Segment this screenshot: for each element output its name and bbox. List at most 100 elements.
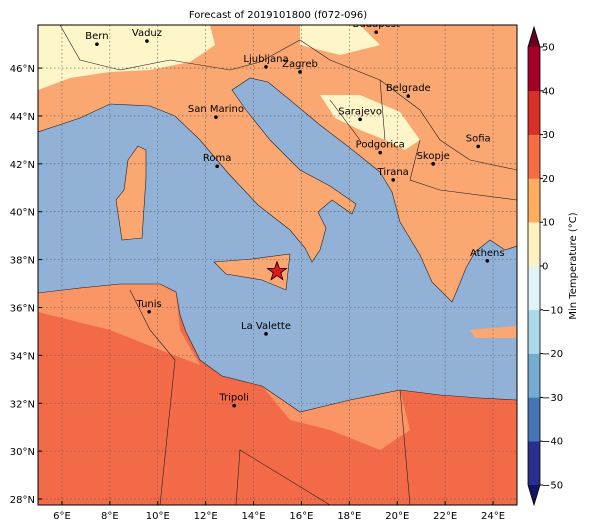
borders — [59, 25, 517, 505]
colorbar-tick-label: 10 — [542, 218, 555, 229]
city-label: Ljubljana — [243, 54, 288, 65]
coastline-africa — [38, 283, 517, 413]
y-tick-label: 38°N — [10, 256, 35, 267]
city-label: San Marino — [188, 104, 244, 115]
x-tick-label: 14°E — [242, 511, 266, 522]
city-label: Sarajevo — [338, 106, 382, 117]
colorbar-label: Min Temperature (°C) — [568, 212, 579, 319]
warm-zone-north — [300, 25, 380, 55]
city-label: Budapest — [353, 19, 400, 30]
map-title: Forecast of 2019101800 (f072-096) — [189, 10, 367, 21]
city-dot — [298, 70, 302, 74]
colorbar-band — [528, 353, 540, 398]
city-dot — [264, 332, 268, 336]
colorbar-tick-label: −50 — [542, 481, 563, 492]
city-dot — [147, 310, 151, 314]
corsica-sardinia — [116, 146, 146, 240]
crete — [470, 326, 517, 338]
city-label: Sofia — [466, 133, 491, 144]
x-tick-label: 12°E — [194, 511, 218, 522]
africa-coast-east — [262, 386, 410, 450]
x-tick-label: 6°E — [53, 511, 71, 522]
y-tick-label: 30°N — [10, 447, 35, 458]
x-tick-label: 8°E — [101, 511, 119, 522]
y-tick-label: 28°N — [10, 495, 35, 506]
city-dot — [214, 115, 218, 119]
city-label: Belgrade — [386, 83, 431, 94]
y-tick-label: 40°N — [10, 208, 35, 219]
island-coasts — [115, 145, 291, 291]
x-tick-label: 10°E — [146, 511, 170, 522]
y-tick-label: 32°N — [10, 399, 35, 410]
colorbar-band — [528, 441, 540, 486]
x-tick-label: 20°E — [385, 511, 409, 522]
city-label: Tirana — [377, 167, 409, 178]
colorbar-tick-label: 20 — [542, 174, 555, 185]
colorbar-band — [528, 309, 540, 354]
colorbar-under — [528, 485, 540, 505]
city-label: Vaduz — [132, 28, 162, 39]
colorbar-tick-label: 30 — [542, 130, 555, 141]
sicily — [214, 254, 290, 290]
warm-zone-balkan — [320, 95, 420, 150]
colorbar-tick-label: 50 — [542, 43, 555, 54]
y-tick-label: 44°N — [10, 112, 35, 123]
colorbar-tick-label: −20 — [542, 349, 563, 360]
y-tick-label: 36°N — [10, 303, 35, 314]
colorbar-tick-label: −30 — [542, 393, 563, 404]
city-label: Bern — [85, 31, 108, 42]
y-tick-label: 46°N — [10, 64, 35, 75]
city-label: Skopje — [417, 151, 450, 162]
colorbar-band — [528, 90, 540, 135]
city-dot — [358, 117, 362, 122]
forecast-point-star — [266, 260, 288, 281]
x-tick-label: 22°E — [433, 511, 457, 522]
colorbar-band — [528, 178, 540, 223]
city-label: Roma — [203, 153, 232, 164]
warm-zone-alps — [38, 25, 215, 90]
graticule — [38, 25, 517, 505]
colorbar-tick-label: −40 — [542, 437, 563, 448]
city-dot — [485, 259, 490, 263]
city-dot — [145, 39, 149, 43]
city-dot — [391, 178, 395, 182]
city-dot — [378, 150, 383, 155]
city-label: La Valette — [241, 321, 291, 332]
city-label: Athens — [470, 248, 505, 259]
city-dot — [95, 42, 99, 46]
axes: 6°E 8°E 10°E 12°E 14°E 16°E 18°E 20°E 22°E 24°E 28… — [10, 64, 505, 522]
colorbar-over — [528, 27, 540, 47]
x-tick-label: 24°E — [481, 511, 505, 522]
colorbar: −50 −40 −30 −20 −10 0 10 20 30 40 50 — [527, 25, 563, 507]
city-label: Tripoli — [218, 393, 249, 404]
colorbar-band — [528, 266, 540, 311]
map-frame — [37, 24, 518, 506]
colorbar-tick-label: 40 — [542, 86, 555, 97]
africa-coast — [38, 284, 200, 365]
city-dot — [476, 144, 481, 149]
y-tick-label: 42°N — [10, 160, 35, 171]
city-label: Podgorica — [356, 140, 405, 151]
city-dot — [215, 164, 219, 169]
warm-zone-small — [160, 25, 185, 32]
city-dot — [374, 30, 378, 34]
x-tick-label: 16°E — [289, 511, 313, 522]
city-label: Tunis — [135, 299, 161, 310]
city-dot — [406, 94, 411, 98]
coastline — [38, 77, 517, 303]
y-tick-label: 34°N — [10, 351, 35, 362]
colorbar-tick-label: 0 — [542, 262, 548, 273]
colorbar-band — [528, 222, 540, 267]
city-dot — [232, 403, 236, 408]
city-dot — [264, 65, 268, 69]
city-label: Zagreb — [282, 59, 318, 70]
colorbar-band — [528, 47, 540, 92]
colorbar-band — [528, 134, 540, 179]
city-dot — [431, 162, 435, 166]
x-tick-label: 18°E — [337, 511, 361, 522]
colorbar-band — [528, 397, 540, 442]
colorbar-tick-label: −10 — [542, 305, 563, 316]
